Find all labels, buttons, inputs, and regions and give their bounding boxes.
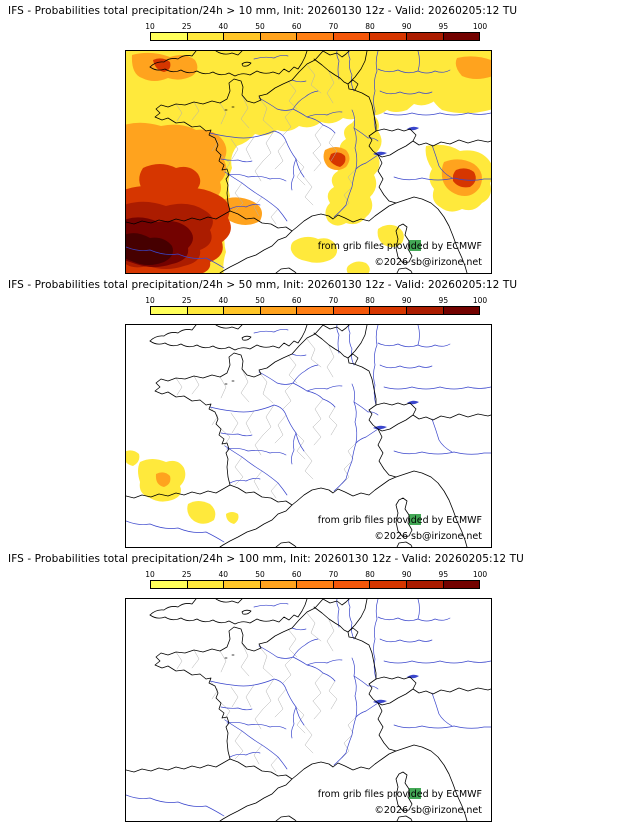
colorbar-tick-label: 100 [472,296,488,305]
colorbar: 10 25 40 50 60 70 80 90 95 100 [145,22,487,41]
panel-50mm: IFS - Probabilities total precipitation/… [0,274,630,548]
colorbar-tick-label: 25 [181,22,192,31]
precipitation-overlay-10mm [126,51,491,273]
colorbar-tick-label: 95 [438,570,449,579]
colorbar-tick-label: 10 [145,296,155,305]
colorbar-segment [151,307,188,314]
map-svg-10mm [126,51,491,273]
colorbar-gradient [150,580,480,589]
colorbar-tick-label: 25 [181,296,192,305]
colorbar-segment [297,33,334,40]
colorbar: 10 25 40 50 60 70 80 90 95 100 [145,570,487,589]
colorbar-tick-label: 10 [145,570,155,579]
colorbar-segment [260,581,298,588]
colorbar-segment [297,581,334,588]
colorbar-tick-label: 80 [365,570,375,579]
colorbar-tick-label: 50 [255,296,265,305]
colorbar-tick-label: 70 [328,22,339,31]
colorbar-tick-label: 90 [401,22,412,31]
map-100mm: from grib files provided by ECMWF ©2026 … [125,598,492,822]
colorbar-segment [224,307,261,314]
colorbar-segment [260,33,298,40]
map-svg-100mm [126,599,491,821]
attribution-copyright: ©2026 sb@irizone.net [374,531,482,542]
attribution-copyright: ©2026 sb@irizone.net [374,257,482,268]
colorbar-segment [224,33,261,40]
colorbar-tick-label: 10 [145,22,155,31]
colorbar-tick-label: 80 [365,22,375,31]
colorbar-tick-label: 60 [291,22,302,31]
colorbar-tick-label: 100 [472,22,488,31]
colorbar-segment [443,581,480,588]
panel-10mm: IFS - Probabilities total precipitation/… [0,0,630,274]
colorbar-tick-label: 70 [328,296,339,305]
colorbar-segment [370,33,407,40]
colorbar-labels: 10 25 40 50 60 70 80 90 95 100 [145,296,487,306]
colorbar-segment [333,581,371,588]
colorbar-tick-label: 95 [438,296,449,305]
colorbar-tick-label: 70 [328,570,339,579]
colorbar-segment [260,307,298,314]
colorbar-segment [297,307,334,314]
colorbar-segment [333,307,371,314]
colorbar-tick-label: 100 [472,570,488,579]
colorbar-labels: 10 25 40 50 60 70 80 90 95 100 [145,570,487,580]
colorbar-segment [151,33,188,40]
attribution-marker [409,788,421,799]
attribution-ecmwf: from grib files provided by ECMWF [317,515,482,526]
colorbar-tick-label: 95 [438,22,449,31]
map-50mm: from grib files provided by ECMWF ©2026 … [125,324,492,548]
map-10mm: from grib files provided by ECMWF ©2026 … [125,50,492,274]
colorbar-tick-label: 90 [401,570,412,579]
colorbar-segment [370,581,407,588]
attribution-ecmwf: from grib files provided by ECMWF [317,241,482,252]
colorbar-segment [333,33,371,40]
panel-title: IFS - Probabilities total precipitation/… [8,553,524,565]
colorbar-tick-label: 60 [291,570,302,579]
colorbar-segment [224,581,261,588]
colorbar-tick-label: 80 [365,296,375,305]
colorbar-tick-label: 50 [255,22,265,31]
colorbar-tick-label: 25 [181,570,192,579]
colorbar-tick-label: 40 [218,296,229,305]
colorbar-tick-label: 40 [218,570,229,579]
colorbar-gradient [150,306,480,315]
map-svg-50mm [126,325,491,547]
colorbar-gradient [150,32,480,41]
colorbar-segment [443,33,480,40]
panel-100mm: IFS - Probabilities total precipitation/… [0,548,630,822]
colorbar-segment [406,33,444,40]
colorbar-labels: 10 25 40 50 60 70 80 90 95 100 [145,22,487,32]
attribution-marker [409,240,421,251]
panel-title: IFS - Probabilities total precipitation/… [8,5,518,17]
colorbar-segment [151,581,188,588]
colorbar: 10 25 40 50 60 70 80 90 95 100 [145,296,487,315]
attribution-marker [409,514,421,525]
panel-title: IFS - Probabilities total precipitation/… [8,279,518,291]
attribution-copyright: ©2026 sb@irizone.net [374,805,482,816]
colorbar-segment [370,307,407,314]
colorbar-segment [187,307,225,314]
colorbar-segment [406,307,444,314]
colorbar-tick-label: 90 [401,296,412,305]
precipitation-overlay-50mm [126,450,239,524]
colorbar-segment [406,581,444,588]
colorbar-tick-label: 60 [291,296,302,305]
colorbar-segment [443,307,480,314]
colorbar-tick-label: 40 [218,22,229,31]
attribution-ecmwf: from grib files provided by ECMWF [317,789,482,800]
colorbar-tick-label: 50 [255,570,265,579]
colorbar-segment [187,33,225,40]
colorbar-segment [187,581,225,588]
